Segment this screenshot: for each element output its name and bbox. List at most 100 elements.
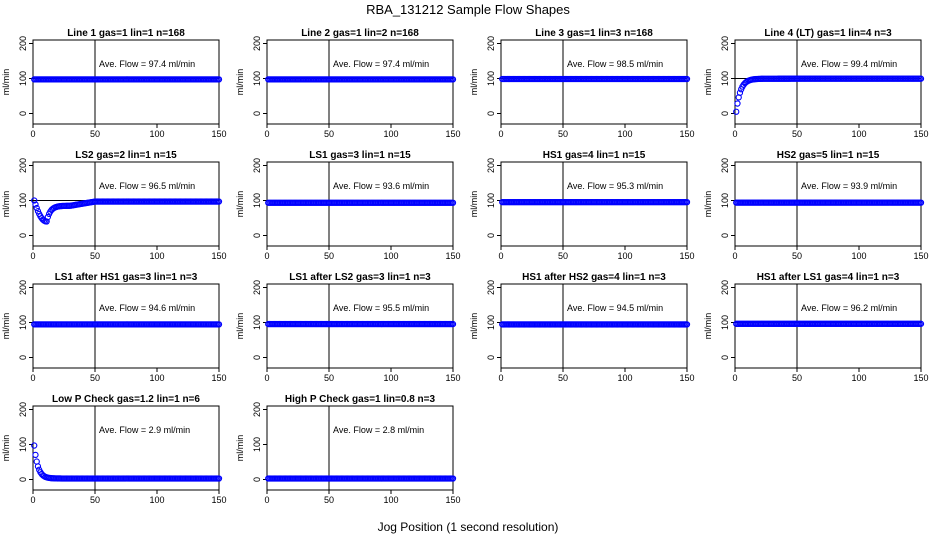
average-flow-annotation: Ave. Flow = 94.5 ml/min [567, 303, 663, 313]
chart-panel: HS1 after LS1 gas=4 lin=1 n=3 0 100 200 ml/m… [703, 272, 929, 383]
y-tick-label: 100 [486, 315, 496, 330]
y-tick-label: 100 [486, 71, 496, 86]
data-series [733, 320, 925, 327]
x-tick-label: 100 [383, 495, 398, 505]
x-tick-label: 50 [90, 373, 100, 383]
plot-frame [266, 405, 454, 491]
panel-title: High P Check gas=1 lin=0.8 n=3 [285, 394, 436, 405]
data-point [44, 213, 52, 221]
average-flow-annotation: Ave. Flow = 93.6 ml/min [333, 181, 429, 191]
x-tick-label: 0 [264, 373, 269, 383]
y-tick-label: 100 [720, 315, 730, 330]
data-series [31, 321, 223, 328]
x-tick-label: 100 [149, 373, 164, 383]
average-flow-annotation: Ave. Flow = 94.6 ml/min [99, 303, 195, 313]
x-tick-label: 100 [617, 373, 632, 383]
y-axis-label: ml/min [703, 191, 713, 218]
y-tick-label: 200 [486, 36, 496, 51]
panel-title: HS1 gas=4 lin=1 n=15 [543, 150, 646, 161]
y-axis-label: ml/min [1, 191, 11, 218]
x-tick-label: 50 [90, 251, 100, 261]
panel-title: LS2 gas=2 lin=1 n=15 [75, 150, 177, 161]
x-tick-label: 100 [149, 129, 164, 139]
data-point [449, 76, 457, 83]
average-flow-annotation: Ave. Flow = 2.9 ml/min [99, 425, 190, 435]
x-tick-label: 150 [445, 251, 460, 261]
data-point [31, 197, 38, 204]
y-tick-label: 200 [252, 36, 262, 51]
average-flow-annotation: Ave. Flow = 97.4 ml/min [333, 59, 429, 69]
chart-panel: HS1 after HS2 gas=4 lin=1 n=3 0 100 200 ml/m… [469, 272, 695, 383]
y-tick-label: 0 [18, 355, 28, 360]
average-flow-annotation: Ave. Flow = 2.8 ml/min [333, 425, 424, 435]
y-axis-label: ml/min [235, 69, 245, 96]
x-tick-label: 0 [264, 129, 269, 139]
panel-title: HS1 after HS2 gas=4 lin=1 n=3 [522, 272, 666, 283]
y-axis-label: ml/min [1, 313, 11, 340]
x-tick-label: 150 [445, 495, 460, 505]
x-tick-label: 50 [792, 251, 802, 261]
y-axis-label: ml/min [235, 191, 245, 218]
data-series [265, 199, 457, 206]
data-series [499, 321, 691, 328]
y-tick-label: 0 [18, 111, 28, 116]
chart-panel: Line 4 (LT) gas=1 lin=4 n=3 0 100 200 ml/min… [703, 28, 929, 139]
data-point [32, 201, 39, 208]
y-tick-label: 100 [252, 437, 262, 452]
panel-title: LS1 gas=3 lin=1 n=15 [309, 150, 411, 161]
x-tick-label: 150 [679, 129, 694, 139]
y-axis-label: ml/min [1, 69, 11, 96]
y-axis-label: ml/min [1, 435, 11, 462]
panel-title: LS1 after HS1 gas=3 lin=1 n=3 [55, 272, 198, 283]
y-axis-label: ml/min [469, 69, 479, 96]
x-tick-label: 150 [679, 373, 694, 383]
data-series [499, 75, 691, 83]
chart-panel: HS2 gas=5 lin=1 n=15 0 100 200 ml/min 0 50 100 1… [703, 150, 929, 261]
data-point [449, 475, 457, 482]
x-tick-label: 0 [732, 129, 737, 139]
y-tick-label: 100 [18, 437, 28, 452]
data-point [683, 198, 691, 206]
y-tick-label: 0 [252, 477, 262, 482]
y-tick-label: 100 [720, 71, 730, 86]
x-tick-label: 0 [30, 129, 35, 139]
chart-panel: LS1 after LS2 gas=3 lin=1 n=3 0 100 200 ml/m… [235, 272, 461, 383]
data-point [215, 321, 223, 328]
x-tick-label: 150 [913, 129, 928, 139]
y-tick-label: 200 [252, 402, 262, 417]
y-tick-label: 100 [18, 315, 28, 330]
x-tick-label: 50 [324, 495, 334, 505]
panel-title: HS2 gas=5 lin=1 n=15 [777, 150, 880, 161]
y-tick-label: 0 [18, 477, 28, 482]
y-tick-label: 100 [18, 193, 28, 208]
data-series [265, 76, 457, 83]
x-tick-label: 100 [149, 495, 164, 505]
x-tick-label: 50 [558, 129, 568, 139]
x-tick-label: 100 [383, 251, 398, 261]
data-point [33, 204, 40, 212]
y-axis-label: ml/min [703, 69, 713, 96]
chart-panel: Line 3 gas=1 lin=3 n=168 0 100 200 ml/min 0 50… [469, 28, 695, 139]
data-series [733, 199, 925, 206]
x-tick-label: 100 [383, 129, 398, 139]
y-tick-label: 100 [18, 71, 28, 86]
panel-title: LS1 after LS2 gas=3 lin=1 n=3 [289, 272, 431, 283]
average-flow-annotation: Ave. Flow = 97.4 ml/min [99, 59, 195, 69]
y-tick-label: 200 [18, 280, 28, 295]
data-series [265, 475, 457, 482]
figure-title: RBA_131212 Sample Flow Shapes [366, 2, 570, 17]
y-tick-label: 100 [252, 315, 262, 330]
x-tick-label: 100 [851, 129, 866, 139]
x-tick-label: 50 [90, 495, 100, 505]
x-tick-label: 50 [558, 373, 568, 383]
y-axis-label: ml/min [469, 191, 479, 218]
x-tick-label: 0 [732, 251, 737, 261]
data-point [449, 199, 457, 206]
y-tick-label: 0 [252, 111, 262, 116]
data-series [31, 442, 223, 482]
panel-title: HS1 after LS1 gas=4 lin=1 n=3 [757, 272, 900, 283]
x-tick-label: 100 [617, 251, 632, 261]
x-tick-label: 150 [913, 373, 928, 383]
data-point [215, 475, 223, 482]
